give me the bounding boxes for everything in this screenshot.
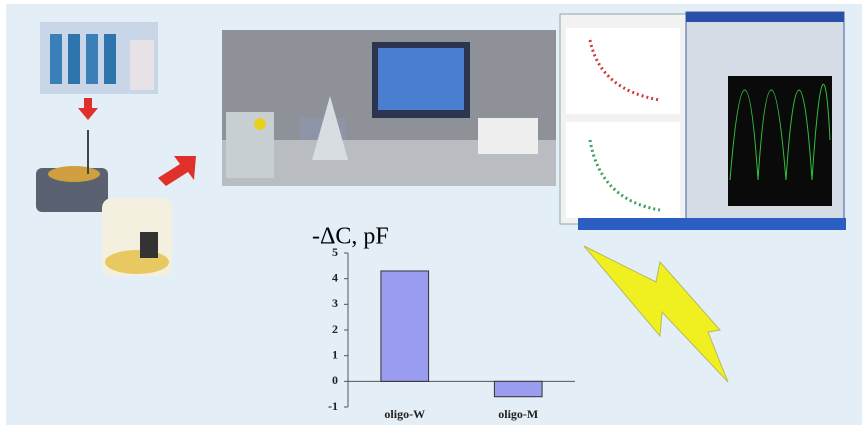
- stirrer-device: [478, 118, 538, 154]
- bar-chart: -ΔC, pF -1 0 1 2 3 4 5 oligo-W oligo-M: [312, 224, 575, 421]
- solution: [105, 250, 169, 274]
- software-screenshot: [559, 11, 846, 230]
- scope-screen: [728, 76, 832, 206]
- vial: [86, 34, 98, 84]
- x-tick-label: oligo-M: [498, 407, 538, 421]
- titlebar: [686, 12, 844, 22]
- y-tick-label: 2: [332, 322, 338, 336]
- sample-prep-images: [36, 22, 172, 276]
- knob: [254, 118, 266, 130]
- person: [130, 40, 154, 90]
- arrow-down: [78, 98, 98, 120]
- y-tick-label: 5: [332, 245, 338, 259]
- y-tick-label: 3: [332, 296, 338, 310]
- y-tick-label: 0: [332, 373, 338, 387]
- plot-upper: [566, 28, 680, 114]
- curve: [588, 39, 661, 102]
- cell: [312, 96, 348, 160]
- vial: [50, 34, 62, 84]
- taskbar: [578, 218, 846, 230]
- screen: [378, 48, 464, 110]
- vial: [68, 34, 80, 84]
- lightning: [583, 245, 729, 383]
- chart-title: -ΔC, pF: [312, 224, 389, 250]
- lab-photo: [222, 30, 556, 186]
- power-supply: [226, 112, 274, 178]
- dish: [48, 166, 100, 182]
- plot-lower: [566, 122, 680, 218]
- bar: [380, 270, 430, 382]
- electrode: [140, 232, 158, 258]
- bar: [493, 380, 543, 398]
- waveform: [729, 83, 831, 181]
- y-tick-label: -1: [328, 399, 338, 413]
- y-tick-label: 1: [332, 347, 338, 361]
- y-tick-label: 4: [332, 270, 338, 284]
- vial: [104, 34, 116, 84]
- x-tick-label: oligo-W: [384, 407, 425, 421]
- arrow-right: [158, 156, 196, 186]
